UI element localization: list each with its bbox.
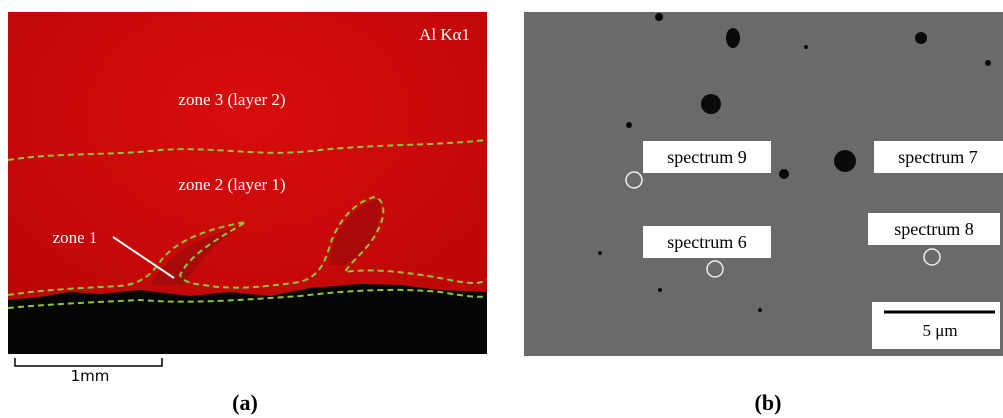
spectrum-label: spectrum 9 xyxy=(667,147,746,167)
substrate xyxy=(8,284,487,354)
panel-a: Al Kα1 zone 3 (layer 2) zone 2 (layer 1)… xyxy=(8,12,487,415)
panel-b: spectrum 9 spectrum 7 spectrum 6 spectru… xyxy=(524,12,1003,415)
scale-bar xyxy=(15,358,162,366)
spectrum-label: spectrum 7 xyxy=(898,147,977,167)
scale-label: 1mm xyxy=(71,367,110,385)
scale-label: 5 μm xyxy=(922,321,957,340)
zone-label: zone 3 (layer 2) xyxy=(178,90,285,109)
zone-label: zone 1 xyxy=(53,228,98,247)
element-label: Al Kα1 xyxy=(419,25,470,44)
figure: Al Kα1 zone 3 (layer 2) zone 2 (layer 1)… xyxy=(0,0,1003,418)
spectrum-label: spectrum 8 xyxy=(894,219,973,239)
zone-label: zone 2 (layer 1) xyxy=(178,175,285,194)
spectrum-label: spectrum 6 xyxy=(667,232,746,252)
panel-caption: (b) xyxy=(755,390,782,415)
panel-caption: (a) xyxy=(232,390,258,415)
